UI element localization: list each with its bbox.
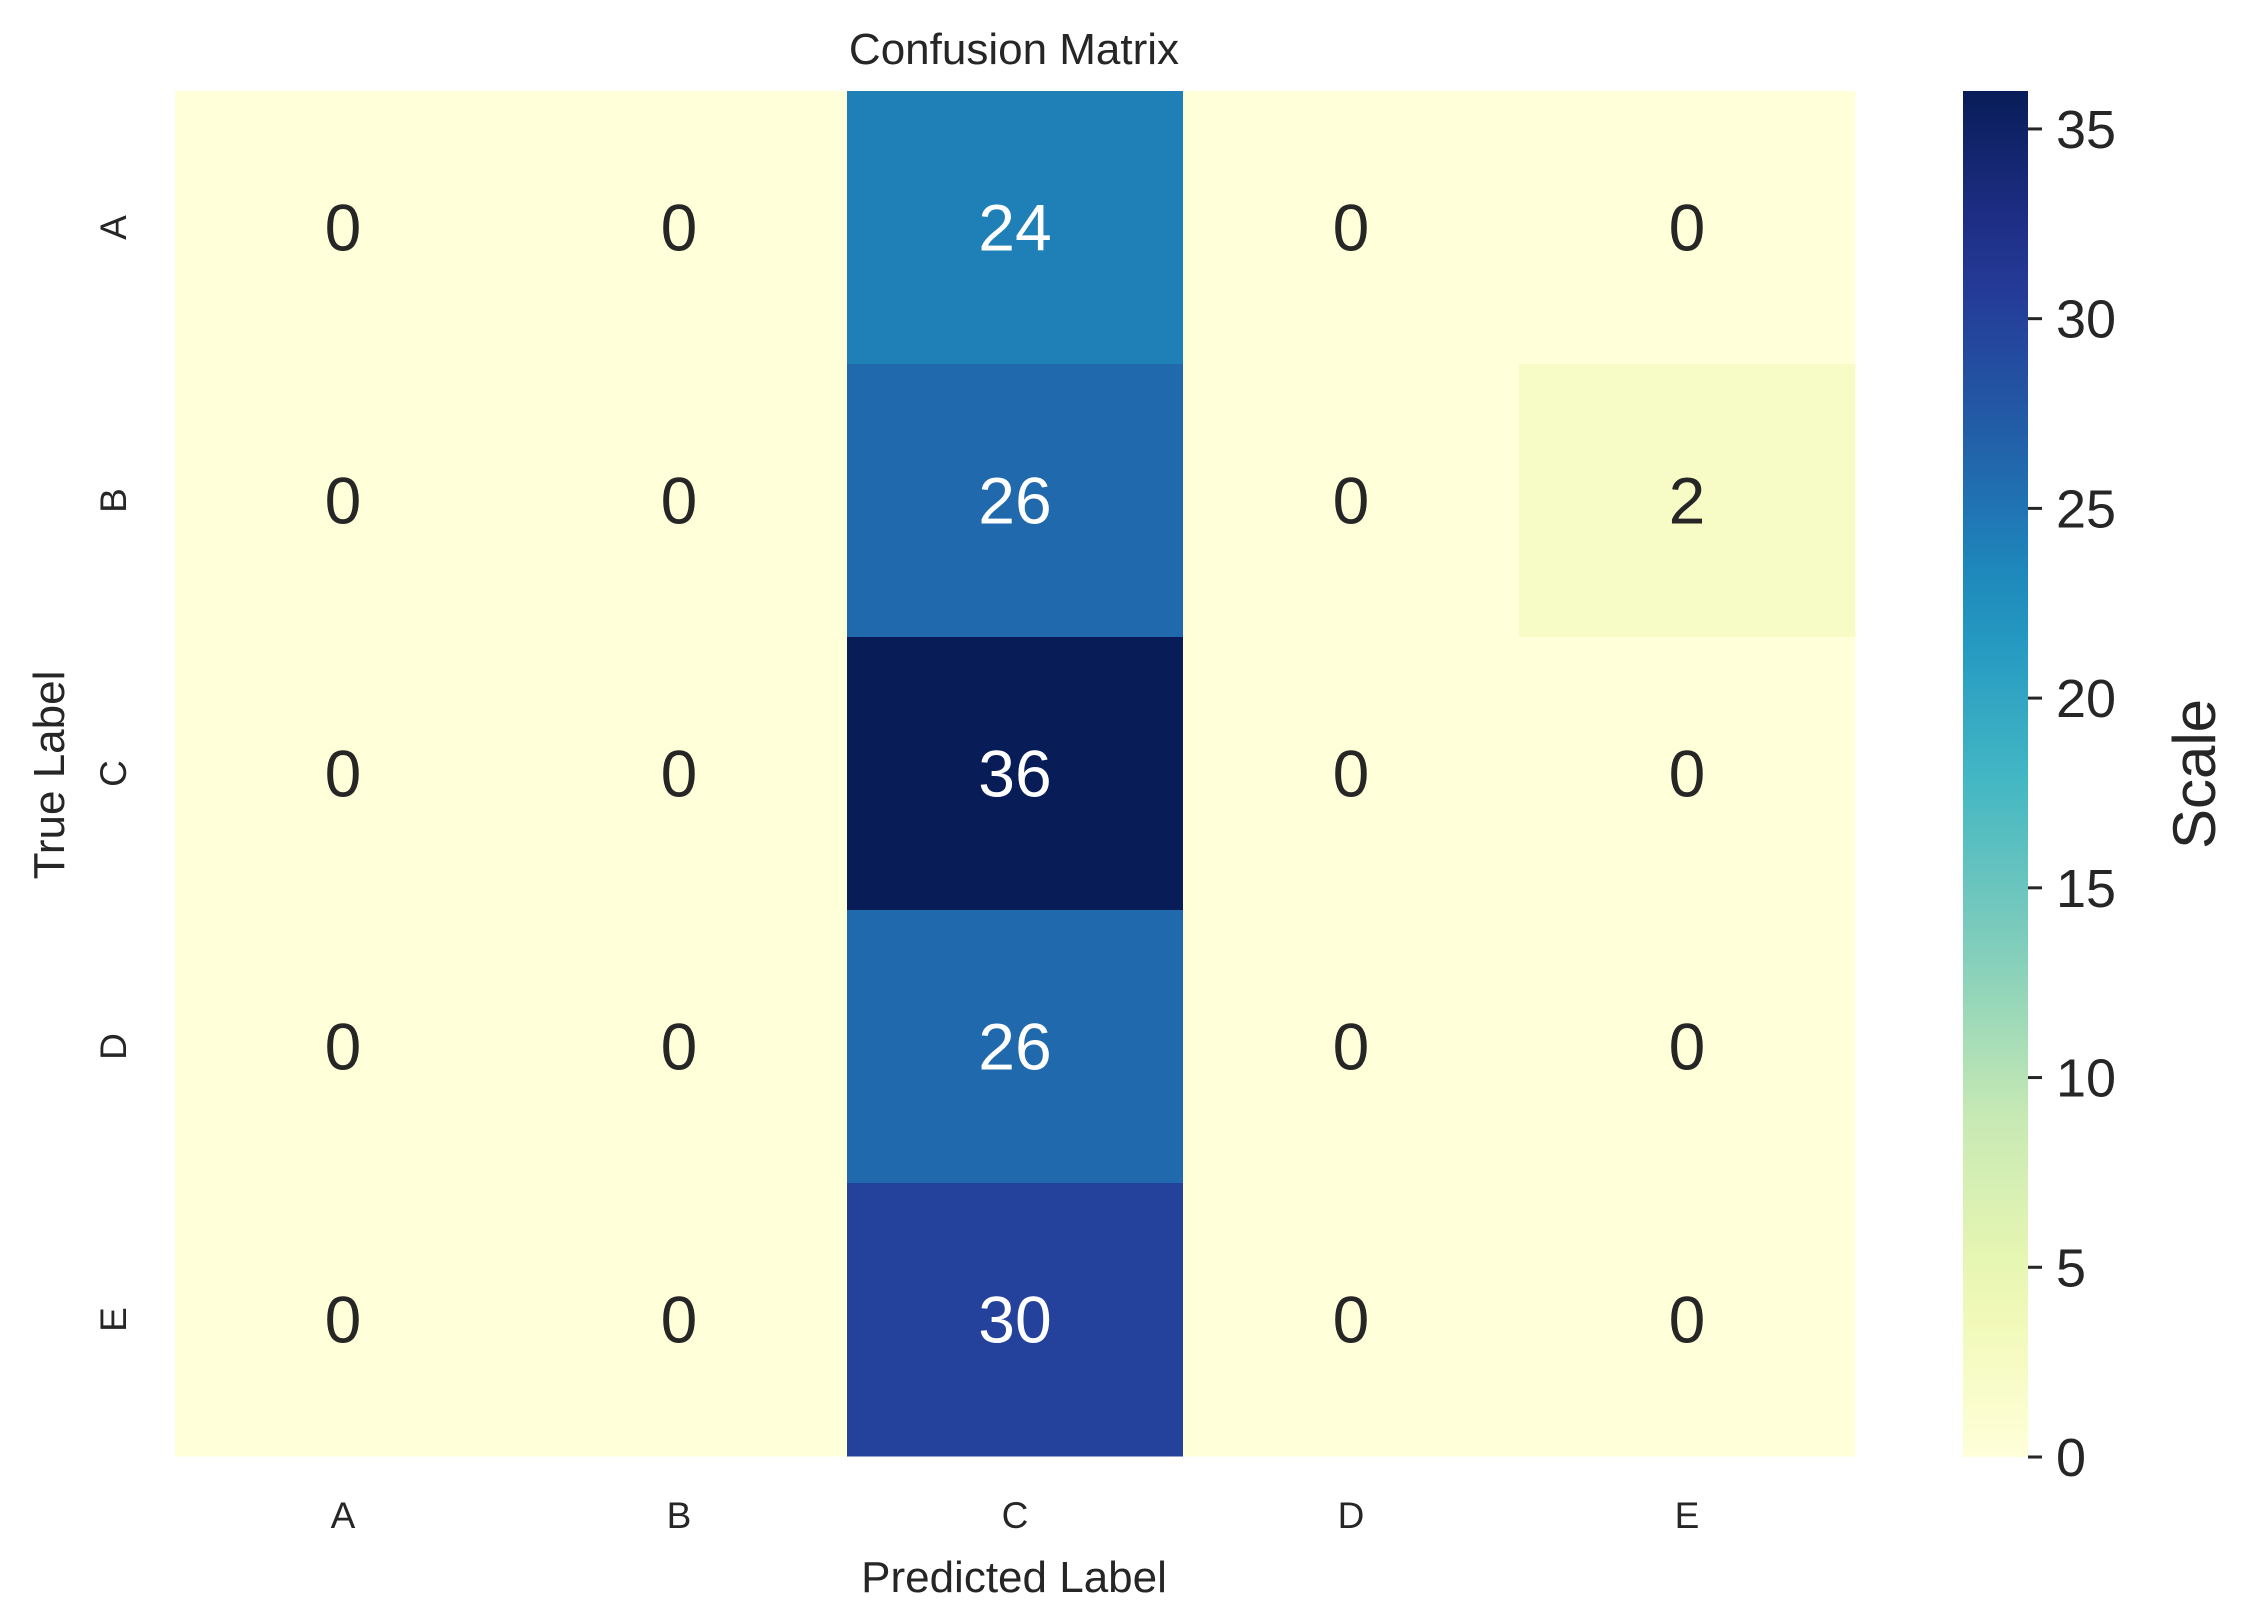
heatmap-cell-value: 0 bbox=[1669, 737, 1706, 811]
heatmap-cell bbox=[175, 364, 512, 638]
heatmap-cell bbox=[1183, 364, 1520, 638]
colorbar-gradient bbox=[1963, 91, 2028, 1457]
heatmap-cell-value: 0 bbox=[1333, 1010, 1370, 1084]
heatmap-cell bbox=[511, 91, 848, 365]
colorbar-tick-label: 30 bbox=[2056, 290, 2116, 350]
colorbar-tick-label: 10 bbox=[2056, 1049, 2116, 1109]
heatmap-cell-value: 0 bbox=[1669, 1010, 1706, 1084]
heatmap-cell bbox=[1519, 637, 1856, 911]
heatmap-cell bbox=[511, 1183, 848, 1457]
heatmap-cell bbox=[511, 364, 848, 638]
colorbar-tick-label: 20 bbox=[2056, 669, 2116, 729]
heatmap-cell bbox=[1519, 364, 1856, 638]
heatmap-cell-value: 0 bbox=[325, 464, 362, 538]
x-tick-label: E bbox=[1675, 1495, 1700, 1536]
heatmap-cell-value: 0 bbox=[661, 464, 698, 538]
colorbar-label: Scale bbox=[2161, 699, 2228, 849]
x-tick-label: D bbox=[1338, 1495, 1365, 1536]
y-tick-label: D bbox=[93, 1033, 134, 1060]
heatmap-cell-value: 0 bbox=[1669, 1283, 1706, 1357]
x-tick-label: C bbox=[1002, 1495, 1029, 1536]
heatmap-cell-value: 0 bbox=[1333, 191, 1370, 265]
colorbar-tick-label: 25 bbox=[2056, 479, 2116, 539]
heatmap-cell-value: 0 bbox=[1333, 737, 1370, 811]
y-tick-label: C bbox=[93, 760, 134, 787]
heatmap-cell bbox=[511, 637, 848, 911]
y-tick-label: E bbox=[93, 1307, 134, 1332]
colorbar: 0 5 10 15 20 25 30 35 Scale bbox=[1963, 91, 2228, 1488]
heatmap-cell-labels: 0 0 24 0 0 0 0 26 0 2 0 0 36 0 0 0 0 26 0 0 0 0 30 0 0 bbox=[325, 191, 1706, 1357]
heatmap-cell-value: 30 bbox=[978, 1283, 1051, 1357]
y-tick-label: A bbox=[93, 215, 134, 240]
heatmap-cell bbox=[1519, 91, 1856, 365]
heatmap-cell bbox=[847, 364, 1184, 638]
heatmap-cell-value: 0 bbox=[1333, 1283, 1370, 1357]
heatmap-cell bbox=[175, 910, 512, 1184]
x-tick-label: A bbox=[331, 1495, 356, 1536]
heatmap-cell-value: 0 bbox=[325, 737, 362, 811]
x-axis-label: Predicted Label bbox=[861, 1553, 1167, 1602]
heatmap-cell-value: 0 bbox=[661, 1283, 698, 1357]
y-axis-ticks: A B C D E bbox=[93, 215, 134, 1332]
chart-title: Confusion Matrix bbox=[849, 25, 1179, 74]
heatmap-cell bbox=[175, 637, 512, 911]
heatmap-cell-value: 0 bbox=[661, 191, 698, 265]
heatmap-cell-value: 0 bbox=[661, 1010, 698, 1084]
heatmap-cell bbox=[1183, 91, 1520, 365]
colorbar-tick-label: 0 bbox=[2056, 1428, 2086, 1488]
heatmap-cell bbox=[847, 1183, 1184, 1457]
heatmap-cell-value: 0 bbox=[325, 1010, 362, 1084]
heatmap-cells bbox=[175, 91, 1856, 1457]
heatmap-cell-value: 36 bbox=[978, 737, 1051, 811]
heatmap-cell-value: 0 bbox=[661, 737, 698, 811]
heatmap-cell-value: 0 bbox=[1669, 191, 1706, 265]
heatmap-cell bbox=[847, 91, 1184, 365]
heatmap-cell-value: 0 bbox=[1333, 464, 1370, 538]
heatmap-cell bbox=[1183, 1183, 1520, 1457]
heatmap-cell bbox=[511, 910, 848, 1184]
heatmap-cell bbox=[175, 1183, 512, 1457]
heatmap-cell bbox=[1183, 637, 1520, 911]
heatmap-cell bbox=[847, 910, 1184, 1184]
y-tick-label: B bbox=[93, 488, 134, 513]
x-axis-ticks: A B C D E bbox=[331, 1495, 1700, 1536]
colorbar-tick-label: 35 bbox=[2056, 100, 2116, 160]
x-tick-label: B bbox=[667, 1495, 692, 1536]
y-axis-label: True Label bbox=[25, 671, 74, 880]
colorbar-tick-label: 5 bbox=[2056, 1238, 2086, 1298]
heatmap-cell-value: 26 bbox=[978, 1010, 1051, 1084]
colorbar-tick-label: 15 bbox=[2056, 859, 2116, 919]
heatmap-cell bbox=[847, 637, 1184, 911]
heatmap-cell bbox=[175, 91, 512, 365]
heatmap-cell-value: 0 bbox=[325, 191, 362, 265]
heatmap-cell bbox=[1519, 1183, 1856, 1457]
heatmap-cell-value: 2 bbox=[1669, 464, 1706, 538]
colorbar-ticks: 0 5 10 15 20 25 30 35 bbox=[2028, 100, 2116, 1488]
heatmap-cell bbox=[1183, 910, 1520, 1184]
heatmap-cell-value: 0 bbox=[325, 1283, 362, 1357]
heatmap-cell-value: 26 bbox=[978, 464, 1051, 538]
heatmap-cell-value: 24 bbox=[978, 191, 1051, 265]
heatmap-cell bbox=[1519, 910, 1856, 1184]
